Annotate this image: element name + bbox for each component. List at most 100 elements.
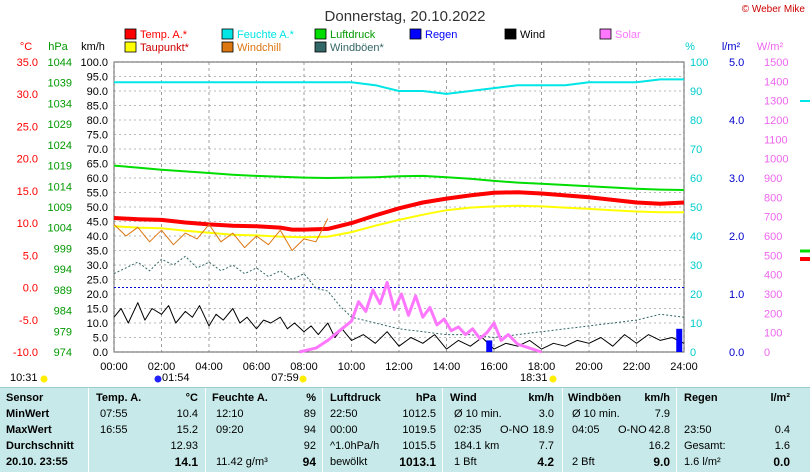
series-windben (113, 255, 685, 338)
table-header: Wind (450, 392, 477, 404)
x-tick: 18:00 (528, 361, 556, 373)
copyright-label[interactable]: © Weber Mike (742, 4, 806, 15)
table-cell: 9.0 (653, 455, 670, 469)
table-cell: 1.6 (774, 440, 790, 452)
table-cell: 1015.5 (402, 440, 436, 452)
hpa-unit: hPa (48, 41, 68, 53)
hpa-tick: 1004 (48, 223, 72, 235)
hpa-tick: 974 (54, 347, 72, 359)
table-separator (88, 388, 89, 472)
table-cell: 42.8 (648, 424, 670, 436)
legend-label: Taupunkt* (140, 42, 190, 54)
table-header: °C (185, 392, 198, 404)
table-cell: bewölkt (330, 456, 368, 468)
rain-bar (676, 328, 683, 352)
time-marker: 01:54 (162, 372, 190, 384)
rain-unit: l/m² (722, 41, 741, 53)
table-header: Feuchte A. (212, 392, 268, 404)
solar-tick: 500 (764, 250, 782, 262)
temp-tick: 10.0 (17, 218, 38, 230)
solar-tick: 100 (764, 328, 782, 340)
series-solar (298, 280, 542, 354)
table-header: Luftdruck (330, 392, 381, 404)
table-cell: O-NO (500, 424, 529, 436)
table-cell: 10.4 (176, 408, 198, 420)
temp-tick: 15.0 (17, 186, 38, 198)
hpa-tick: 1039 (48, 78, 72, 90)
series-luftdruck (113, 164, 685, 191)
table-separator (205, 388, 206, 472)
table-cell: 09:20 (216, 424, 244, 436)
pct-tick: 10 (690, 318, 702, 330)
solar-tick: 600 (764, 231, 782, 243)
solar-tick: 1000 (764, 154, 788, 166)
x-tick: 08:00 (290, 361, 318, 373)
table-cell: 94 (303, 424, 316, 436)
legend-label: Feuchte A.* (237, 29, 295, 41)
hpa-tick: 1024 (48, 140, 72, 152)
chart-annotations: 10:31 01:54 07:59 18:31 (10, 372, 557, 384)
table-cell: 23:50 (684, 424, 712, 436)
kmh-tick: 80.0 (87, 115, 108, 127)
table-header: Windböen (568, 392, 622, 404)
x-tick: 24:00 (670, 361, 698, 373)
rain-tick: 2.0 (729, 231, 744, 243)
table-header: hPa (415, 392, 436, 404)
rain-tick: 5.0 (729, 57, 744, 69)
kmh-tick: 85.0 (87, 101, 108, 113)
hpa-tick: 994 (54, 264, 72, 276)
table-header: % (306, 392, 316, 404)
solar-tick: 200 (764, 308, 782, 320)
table-cell: 184.1 km (454, 440, 500, 452)
solar-tick: 900 (764, 173, 782, 185)
hpa-tick: 1014 (48, 181, 72, 193)
kmh-tick: 35.0 (87, 246, 108, 258)
kmh-tick: 15.0 (87, 304, 108, 316)
rain-tick: 0.0 (729, 347, 744, 359)
table-cell: 18.9 (532, 424, 554, 436)
solar-tick: 700 (764, 212, 782, 224)
kmh-tick: 25.0 (87, 275, 108, 287)
table-header: l/m² (770, 392, 790, 404)
pct-tick: 30 (690, 260, 702, 272)
kmh-tick: 55.0 (87, 188, 108, 200)
table-cell: 0.4 (774, 424, 790, 436)
table-cell: 22:50 (330, 408, 358, 420)
hpa-tick: 1044 (48, 57, 72, 69)
table-cell: 92 (303, 440, 316, 452)
table-cell: 16:55 (100, 424, 128, 436)
table-cell: 2 Bft (572, 456, 595, 468)
table-cell: 7.9 (654, 408, 670, 420)
kmh-tick: 70.0 (87, 144, 108, 156)
table-cell: 1 Bft (454, 456, 477, 468)
temp-tick: 35.0 (17, 57, 38, 69)
table-separator (322, 388, 323, 472)
table-row-label: MaxWert (6, 424, 52, 436)
x-tick: 16:00 (480, 361, 508, 373)
table-cell: Ø 10 min. (572, 408, 620, 420)
hpa-tick: 979 (54, 326, 72, 338)
table-cell: 1012.5 (402, 408, 436, 420)
rain-bar (486, 340, 493, 352)
x-tick: 12:00 (385, 361, 413, 373)
table-cell: 12.93 (170, 440, 198, 452)
stats-table: Sensor Temp. A. °C Feuchte A.% Luftdruck hPa W… (0, 387, 810, 472)
legend-label: Windböen* (330, 42, 385, 54)
table-header: Temp. A. (96, 392, 142, 404)
x-tick: 00:00 (100, 361, 128, 373)
series-windchill (113, 218, 329, 251)
table-cell: O-NO (618, 424, 647, 436)
x-tick: 04:00 (195, 361, 223, 373)
hpa-tick: 1009 (48, 202, 72, 214)
table-cell: 14.1 (174, 455, 198, 469)
legend-label: Wind (520, 29, 545, 41)
table-header: km/h (528, 392, 554, 404)
time-marker: 18:31 (520, 372, 548, 384)
kmh-tick: 90.0 (87, 86, 108, 98)
x-tick: 22:00 (623, 361, 651, 373)
legend-swatch (409, 28, 422, 40)
table-header: Sensor (6, 392, 44, 404)
marker-dot (40, 375, 48, 383)
pct-tick: 80 (690, 115, 702, 127)
solar-tick: 1100 (764, 134, 788, 146)
